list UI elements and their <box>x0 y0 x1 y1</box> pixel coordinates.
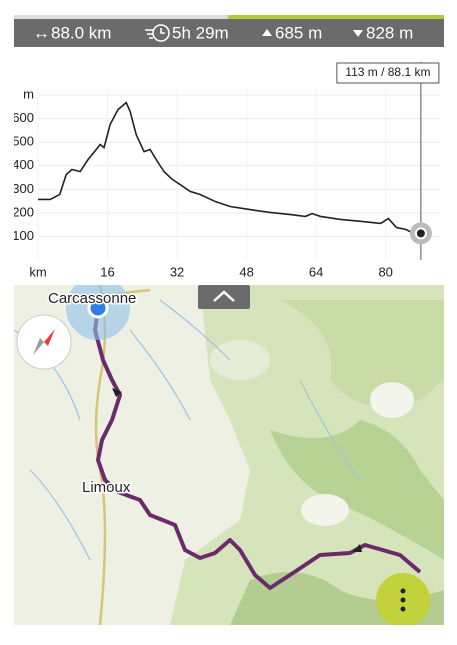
y-tick-label: 400 <box>12 157 34 172</box>
y-tick-label: 500 <box>12 134 34 149</box>
menu-dot <box>400 588 406 594</box>
compass-needle <box>33 338 44 355</box>
clearing <box>210 340 270 380</box>
progress-track <box>14 15 228 19</box>
cursor-label-box <box>336 62 440 84</box>
distance-icon: ↔ <box>33 23 50 42</box>
x-tick-label: 64 <box>309 264 323 279</box>
y-tick-label: m <box>23 87 34 102</box>
menu-button[interactable] <box>376 573 430 627</box>
menu-dot <box>400 597 406 603</box>
elevation-line <box>38 101 421 235</box>
ascent: 685 m <box>275 23 322 42</box>
x-tick-label: 16 <box>100 264 114 279</box>
stats-bar <box>14 19 444 47</box>
x-tick-label: 80 <box>378 264 392 279</box>
location-dot <box>87 297 109 319</box>
distance: 88.0 km <box>51 23 111 42</box>
descent-icon <box>353 30 363 37</box>
x-tick-label: km <box>29 264 46 279</box>
y-tick-label: 300 <box>12 181 34 196</box>
chevron <box>213 290 235 302</box>
cursor-label: 113 m / 88.1 km <box>345 65 430 79</box>
duration-icon <box>145 24 170 42</box>
expand-button[interactable] <box>198 285 250 309</box>
menu-dot <box>400 606 406 612</box>
map: Carcassonne Limoux <box>14 285 444 627</box>
clearing <box>370 382 414 418</box>
clearing <box>301 494 349 526</box>
x-tick-label: 48 <box>239 264 253 279</box>
route <box>93 307 422 590</box>
y-tick-label: 100 <box>12 228 34 243</box>
y-tick-label: 600 <box>12 110 34 125</box>
terrain <box>270 420 444 560</box>
place-label: Carcassonne <box>48 290 136 307</box>
cursor-marker <box>414 227 427 240</box>
compass-needle <box>44 329 55 346</box>
y-tick-label: 200 <box>12 204 34 219</box>
expand-bg[interactable] <box>198 285 250 309</box>
terrain <box>280 300 444 407</box>
x-tick-label: 32 <box>170 264 184 279</box>
compass-button[interactable] <box>16 314 72 370</box>
ascent-icon <box>262 29 272 36</box>
elevation-chart: 100 200 300 400 500 600 m km 16 32 48 64 80 113 m / 8… <box>12 62 440 279</box>
progress-bar <box>228 15 444 19</box>
place-label: Limoux <box>82 479 131 496</box>
duration: 5h 29m <box>172 23 229 42</box>
descent: 828 m <box>366 23 413 42</box>
